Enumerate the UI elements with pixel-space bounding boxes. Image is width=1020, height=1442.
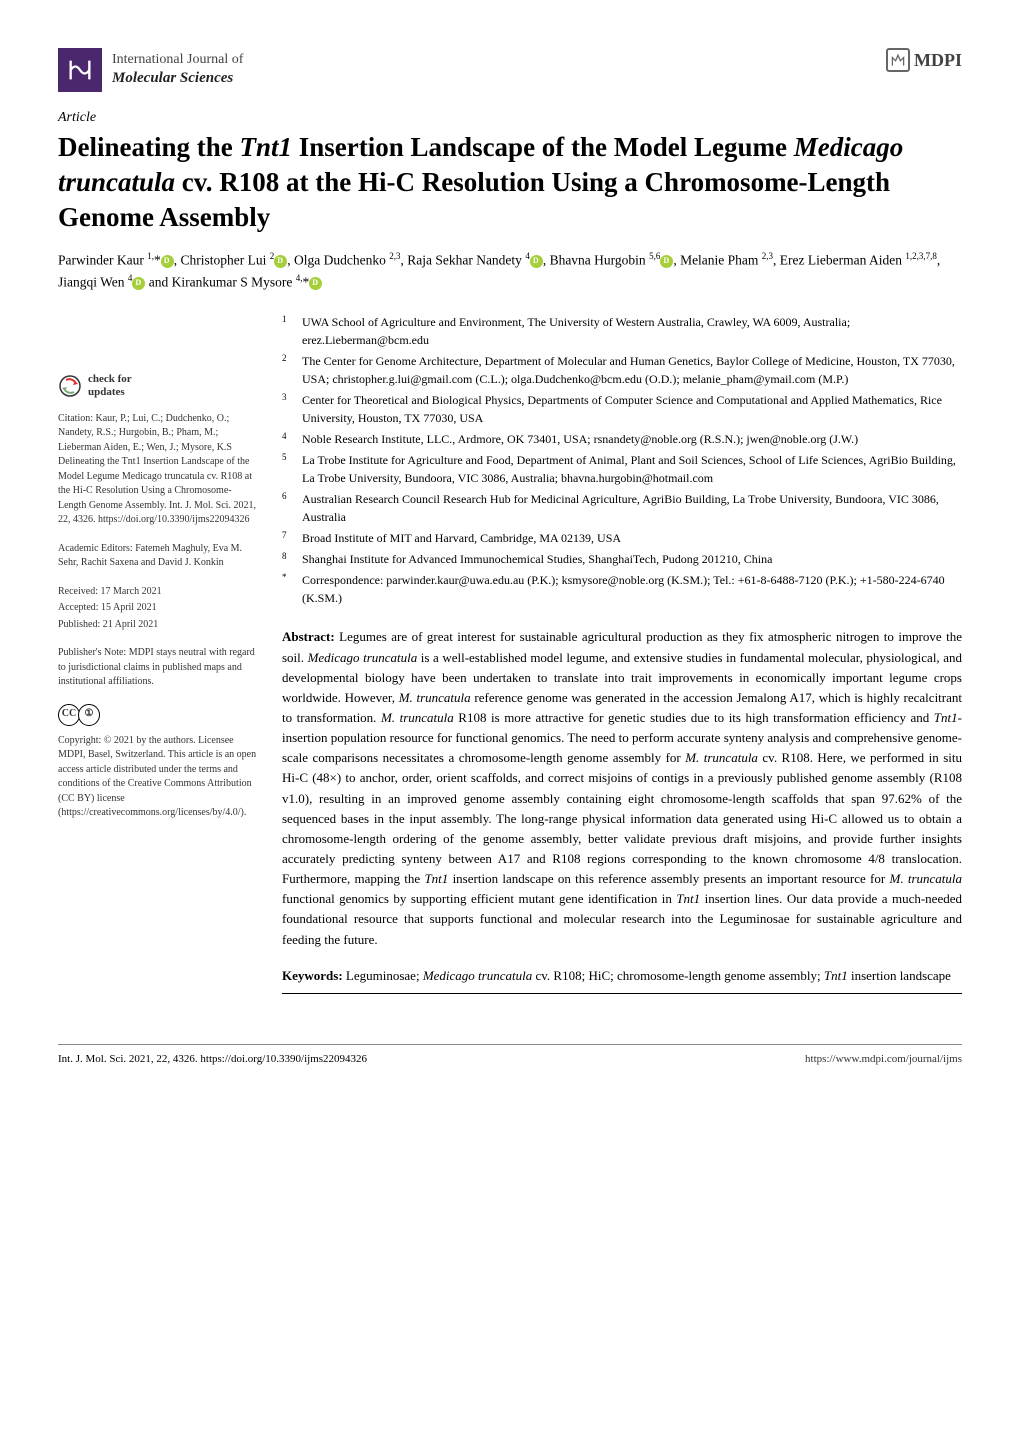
license-badge: CC ① (58, 704, 258, 726)
journal-title: International Journal of Molecular Scien… (112, 51, 243, 89)
keywords-rule (282, 993, 962, 994)
affiliations-list: 1UWA School of Agriculture and Environme… (282, 313, 962, 607)
by-icon: ① (78, 704, 100, 726)
article-title: Delineating the Tnt1 Insertion Landscape… (58, 130, 962, 235)
check-for-updates[interactable]: check for updates (58, 373, 258, 397)
check-updates-icon (58, 374, 82, 398)
journal-line1: International Journal of (112, 51, 243, 69)
authors-line: Parwinder Kaur 1,*, Christopher Lui 2, O… (58, 249, 962, 293)
journal-block: International Journal of Molecular Scien… (58, 48, 243, 92)
publishers-note: Publisher's Note: MDPI stays neutral wit… (58, 646, 258, 690)
published-date: Published: 21 April 2021 (58, 618, 258, 633)
footer-left: Int. J. Mol. Sci. 2021, 22, 4326. https:… (58, 1053, 367, 1065)
affiliation-item: 5La Trobe Institute for Agriculture and … (282, 451, 962, 487)
affiliation-item: 8Shanghai Institute for Advanced Immunoc… (282, 550, 962, 568)
check-updates-label: check for updates (88, 373, 132, 397)
accepted-date: Accepted: 15 April 2021 (58, 601, 258, 616)
affiliation-item: 7Broad Institute of MIT and Harvard, Cam… (282, 529, 962, 547)
article-type: Article (58, 110, 962, 126)
abstract: Abstract: Legumes are of great interest … (282, 627, 962, 949)
sidebar: check for updates Citation: Kaur, P.; Lu… (58, 313, 258, 1034)
copyright-block: Copyright: © 2021 by the authors. Licens… (58, 734, 258, 821)
abstract-text: Legumes are of great interest for sustai… (282, 629, 962, 946)
editors-block: Academic Editors: Fatemeh Maghuly, Eva M… (58, 542, 258, 571)
keywords: Keywords: Leguminosae; Medicago truncatu… (282, 966, 962, 986)
keywords-text: Leguminosae; Medicago truncatula cv. R10… (346, 968, 951, 983)
affiliation-item: 2The Center for Genome Architecture, Dep… (282, 352, 962, 388)
abstract-label: Abstract: (282, 629, 335, 644)
affiliation-item: 3Center for Theoretical and Biological P… (282, 391, 962, 427)
main-column: 1UWA School of Agriculture and Environme… (282, 313, 962, 1034)
journal-logo-icon (58, 48, 102, 92)
affiliation-item: 6Australian Research Council Research Hu… (282, 490, 962, 526)
publisher-logo: MDPI (886, 48, 962, 72)
affiliation-item: *Correspondence: parwinder.kaur@uwa.edu.… (282, 571, 962, 607)
header-row: International Journal of Molecular Scien… (58, 48, 962, 92)
publisher-name: MDPI (914, 50, 962, 71)
citation-block: Citation: Kaur, P.; Lui, C.; Dudchenko, … (58, 412, 258, 528)
affiliation-item: 4Noble Research Institute, LLC., Ardmore… (282, 430, 962, 448)
received-date: Received: 17 March 2021 (58, 585, 258, 600)
journal-line2: Molecular Sciences (112, 69, 243, 89)
dates-block: Received: 17 March 2021 Accepted: 15 Apr… (58, 585, 258, 633)
keywords-label: Keywords: (282, 968, 343, 983)
mdpi-icon (886, 48, 910, 72)
page-footer: Int. J. Mol. Sci. 2021, 22, 4326. https:… (58, 1044, 962, 1065)
cc-icon: CC (58, 704, 80, 726)
affiliation-item: 1UWA School of Agriculture and Environme… (282, 313, 962, 349)
footer-right: https://www.mdpi.com/journal/ijms (805, 1053, 962, 1065)
